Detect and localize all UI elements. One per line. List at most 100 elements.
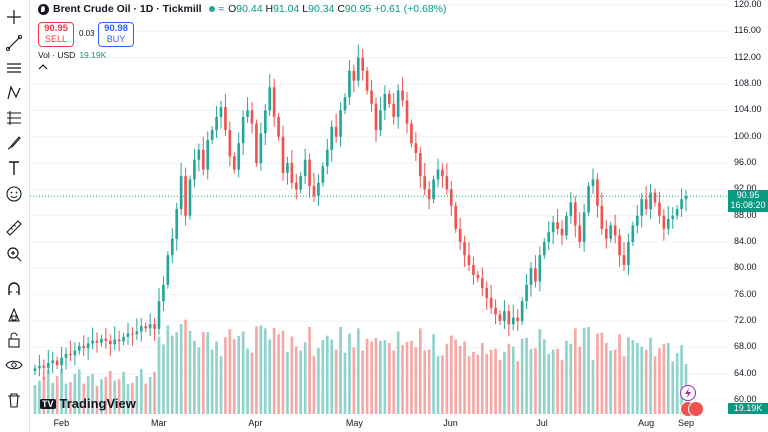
candle[interactable] — [175, 202, 179, 251]
candle[interactable] — [640, 192, 644, 228]
candle[interactable] — [658, 191, 661, 224]
candle[interactable] — [197, 143, 201, 172]
candle[interactable] — [294, 174, 298, 200]
candle[interactable] — [277, 112, 280, 141]
candle[interactable] — [179, 163, 183, 216]
candle[interactable] — [618, 229, 621, 268]
candle[interactable] — [272, 78, 276, 127]
lightning-event-icon[interactable] — [680, 385, 696, 401]
candle[interactable] — [684, 189, 688, 212]
candle[interactable] — [432, 175, 435, 204]
candle[interactable] — [560, 220, 564, 246]
candle[interactable] — [365, 66, 369, 95]
candle[interactable] — [631, 221, 635, 246]
candle[interactable] — [95, 332, 99, 353]
candle[interactable] — [348, 59, 351, 106]
candle[interactable] — [480, 267, 484, 296]
candle[interactable] — [573, 196, 577, 238]
candle[interactable] — [392, 92, 396, 125]
candle[interactable] — [467, 242, 471, 271]
candle[interactable] — [565, 211, 568, 240]
us-flag-event-icon-2[interactable] — [688, 401, 704, 417]
candle[interactable] — [237, 132, 241, 178]
candle[interactable] — [193, 148, 196, 188]
candle[interactable] — [51, 351, 55, 374]
candle[interactable] — [64, 347, 68, 370]
candle[interactable] — [73, 342, 77, 366]
candle[interactable] — [219, 100, 223, 129]
candle[interactable] — [622, 242, 626, 271]
candle[interactable] — [356, 44, 360, 87]
candle[interactable] — [454, 201, 458, 233]
candle[interactable] — [405, 91, 409, 134]
candle[interactable] — [201, 136, 205, 176]
candle[interactable] — [139, 317, 143, 342]
candle[interactable] — [321, 162, 325, 187]
candle[interactable] — [596, 173, 599, 218]
candle[interactable] — [476, 270, 480, 283]
candle[interactable] — [436, 158, 440, 188]
candle[interactable] — [569, 191, 573, 224]
candle[interactable] — [511, 304, 515, 331]
candle[interactable] — [680, 188, 683, 217]
candle[interactable] — [325, 138, 329, 175]
candle[interactable] — [206, 131, 210, 180]
candle[interactable] — [427, 180, 431, 210]
candle[interactable] — [210, 126, 214, 144]
candle[interactable] — [113, 326, 117, 350]
candle[interactable] — [157, 288, 161, 335]
candle[interactable] — [489, 284, 493, 314]
candle[interactable] — [551, 215, 555, 244]
candle[interactable] — [144, 322, 148, 333]
candle[interactable] — [604, 220, 608, 249]
candle[interactable] — [126, 322, 130, 345]
candle[interactable] — [215, 106, 218, 138]
candle[interactable] — [675, 205, 679, 220]
candle[interactable] — [82, 335, 86, 356]
brush-icon[interactable] — [3, 132, 25, 154]
candle[interactable] — [627, 233, 630, 275]
candle[interactable] — [232, 152, 236, 174]
candle[interactable] — [609, 221, 613, 243]
candle[interactable] — [263, 104, 267, 146]
candle[interactable] — [308, 153, 311, 198]
candle[interactable] — [184, 167, 187, 226]
candle[interactable] — [122, 332, 125, 346]
candle[interactable] — [224, 93, 227, 137]
candle[interactable] — [671, 207, 675, 229]
candle[interactable] — [153, 318, 156, 341]
symbol-title[interactable]: Brent Crude Oil · 1D · Tickmill — [53, 3, 202, 15]
candle[interactable] — [516, 309, 520, 331]
candle[interactable] — [383, 85, 387, 121]
candle[interactable] — [250, 101, 254, 134]
candle[interactable] — [38, 354, 41, 377]
candle[interactable] — [401, 77, 404, 107]
candle[interactable] — [449, 180, 453, 216]
magnet-icon[interactable] — [3, 278, 25, 300]
candle[interactable] — [410, 119, 413, 148]
candle[interactable] — [55, 356, 59, 370]
chart-type-icon[interactable]: ≈ — [218, 3, 225, 15]
candle[interactable] — [458, 217, 462, 250]
collapse-legend-button[interactable] — [38, 63, 52, 75]
fib-retracement-icon[interactable] — [3, 107, 25, 129]
candle[interactable] — [587, 182, 590, 217]
candle[interactable] — [77, 342, 81, 355]
candle[interactable] — [662, 209, 666, 241]
candle[interactable] — [613, 214, 617, 244]
candle[interactable] — [170, 227, 174, 264]
candle[interactable] — [352, 64, 356, 93]
candle[interactable] — [299, 172, 303, 194]
candle[interactable] — [503, 300, 506, 329]
candle[interactable] — [445, 163, 449, 196]
candle[interactable] — [334, 113, 338, 143]
lock-icon[interactable] — [3, 329, 25, 351]
candle[interactable] — [538, 246, 542, 292]
candle[interactable] — [303, 148, 307, 185]
candle[interactable] — [529, 262, 533, 297]
candle[interactable] — [591, 168, 595, 194]
candle[interactable] — [414, 132, 418, 162]
candle[interactable] — [374, 97, 378, 142]
candle[interactable] — [600, 192, 604, 235]
candle[interactable] — [91, 327, 94, 350]
